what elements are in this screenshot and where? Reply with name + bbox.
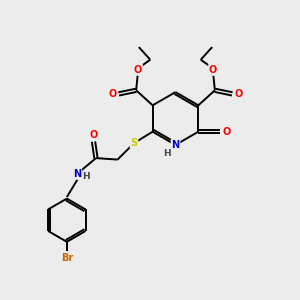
Text: O: O <box>134 65 142 75</box>
Text: O: O <box>209 65 217 75</box>
Text: O: O <box>222 127 231 137</box>
Text: O: O <box>109 89 117 99</box>
Text: O: O <box>89 130 98 140</box>
Text: O: O <box>234 89 242 99</box>
Text: Br: Br <box>61 253 73 263</box>
Text: N: N <box>171 140 180 150</box>
Text: N: N <box>73 169 81 179</box>
Text: H: H <box>82 172 90 181</box>
Text: S: S <box>130 138 138 148</box>
Text: H: H <box>163 149 171 158</box>
